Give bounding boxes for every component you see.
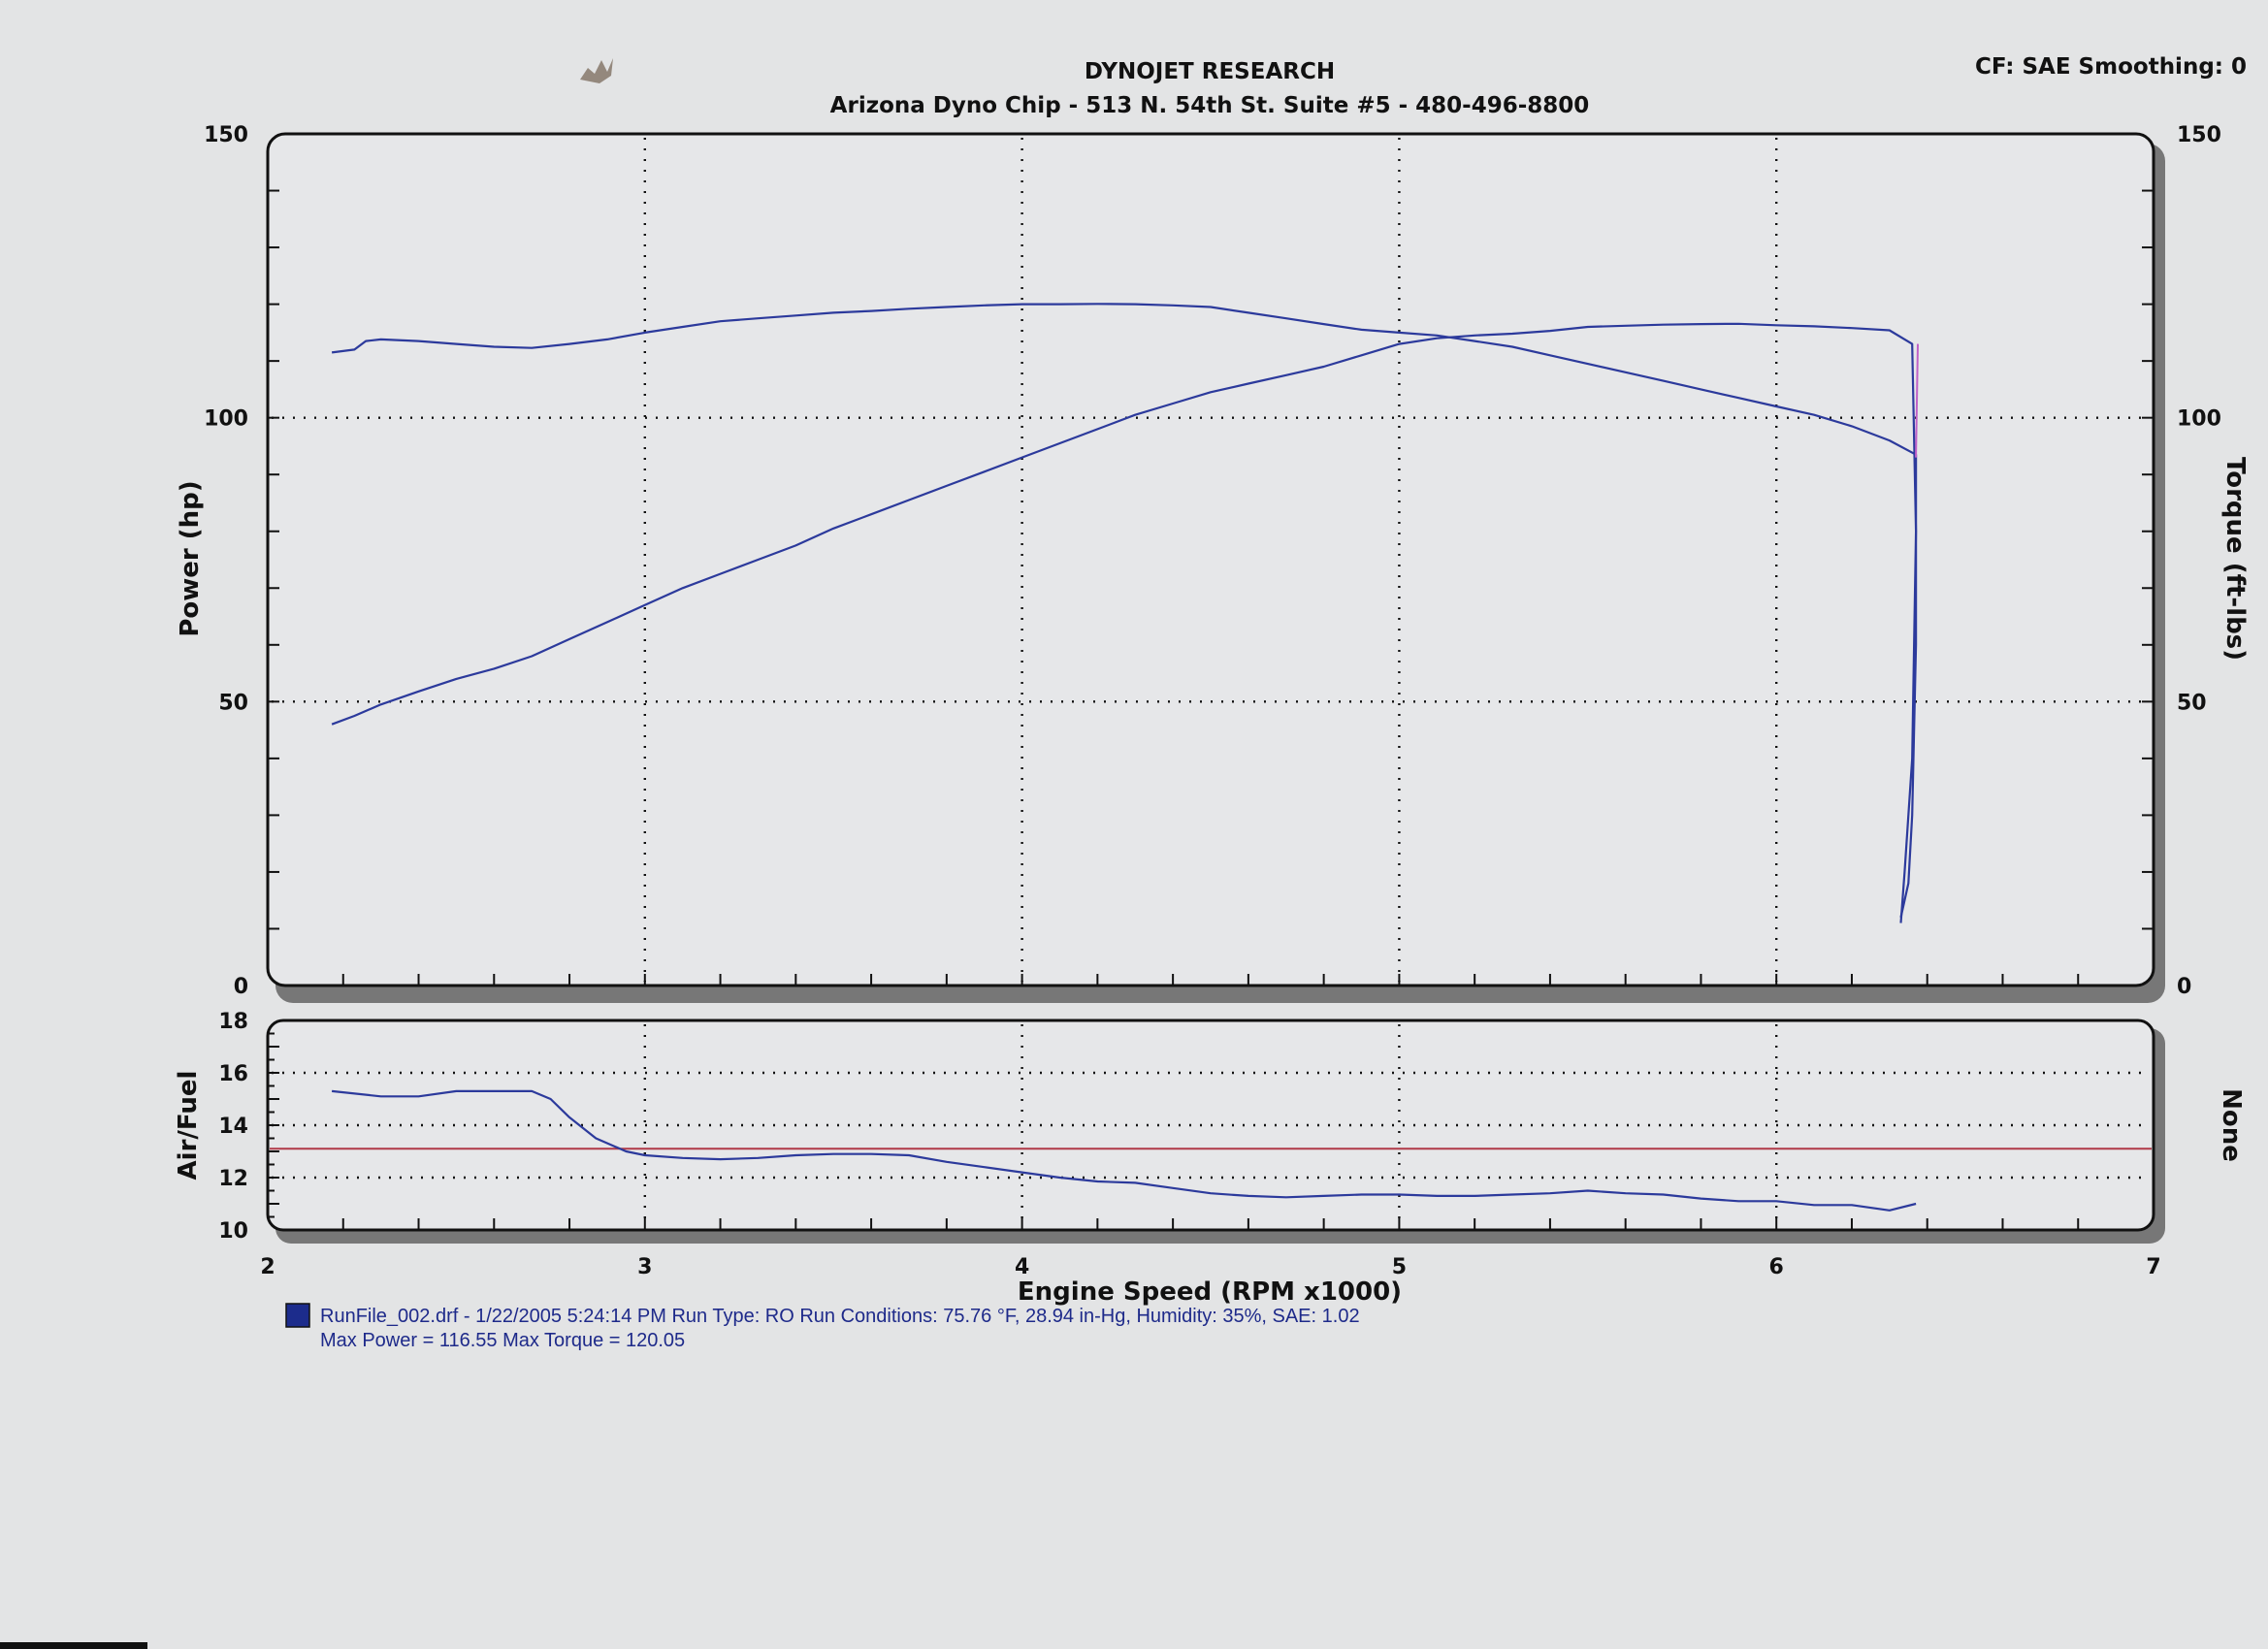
run-end-line [1915, 343, 1919, 458]
power-torque-panel [266, 132, 2165, 1003]
y-tick-label: 0 [234, 975, 248, 999]
y2-axis-label-torque: Torque (ft-lbs) [2220, 457, 2250, 661]
y2-axis-label-none: None [2217, 1088, 2246, 1162]
af-y-tick-label: 10 [218, 1219, 248, 1244]
panel-frame [266, 132, 2155, 987]
x-axis-label: Engine Speed (RPM x1000) [1018, 1277, 1402, 1307]
scan-speck [580, 58, 613, 83]
af-panel-frame [266, 1018, 2155, 1232]
chart-title: DYNOJET RESEARCH [1085, 59, 1335, 84]
af-y-tick-label: 16 [218, 1062, 248, 1086]
af-y-tick-label: 18 [218, 1010, 248, 1034]
air-fuel-panel [266, 1018, 2165, 1244]
x-tick-label: 4 [1015, 1255, 1029, 1279]
cf-smoothing-label: CF: SAE Smoothing: 0 [1975, 54, 2247, 80]
chart-subtitle: Arizona Dyno Chip - 513 N. 54th St. Suit… [830, 93, 1590, 118]
af-y-tick-label: 14 [218, 1115, 248, 1139]
legend-max-values: Max Power = 116.55 Max Torque = 120.05 [320, 1330, 685, 1351]
x-tick-label: 5 [1392, 1255, 1407, 1279]
y2-tick-label: 100 [2177, 407, 2221, 432]
y-tick-label: 150 [204, 123, 248, 147]
y-axis-label-air-fuel: Air/Fuel [174, 1071, 203, 1180]
y-tick-label: 100 [204, 407, 248, 432]
legend-swatch [285, 1303, 310, 1328]
panel-background [268, 134, 2154, 986]
x-tick-label: 7 [2146, 1255, 2160, 1279]
y2-tick-label: 0 [2177, 975, 2191, 999]
y-tick-label: 50 [218, 691, 248, 715]
x-tick-label: 3 [637, 1255, 652, 1279]
y2-tick-label: 150 [2177, 123, 2221, 147]
air-fuel-curve [331, 1089, 1917, 1212]
x-tick-label: 2 [260, 1255, 275, 1279]
y-axis-label-power: Power (hp) [176, 480, 205, 636]
power-curve [331, 322, 1918, 923]
x-tick-label: 6 [1769, 1255, 1784, 1279]
y2-tick-label: 50 [2177, 691, 2207, 715]
torque-curve [331, 303, 1918, 919]
af-y-tick-label: 12 [218, 1167, 248, 1191]
scan-edge-strip [0, 1642, 147, 1649]
legend-run-info: RunFile_002.drf - 1/22/2005 5:24:14 PM R… [320, 1306, 1360, 1327]
